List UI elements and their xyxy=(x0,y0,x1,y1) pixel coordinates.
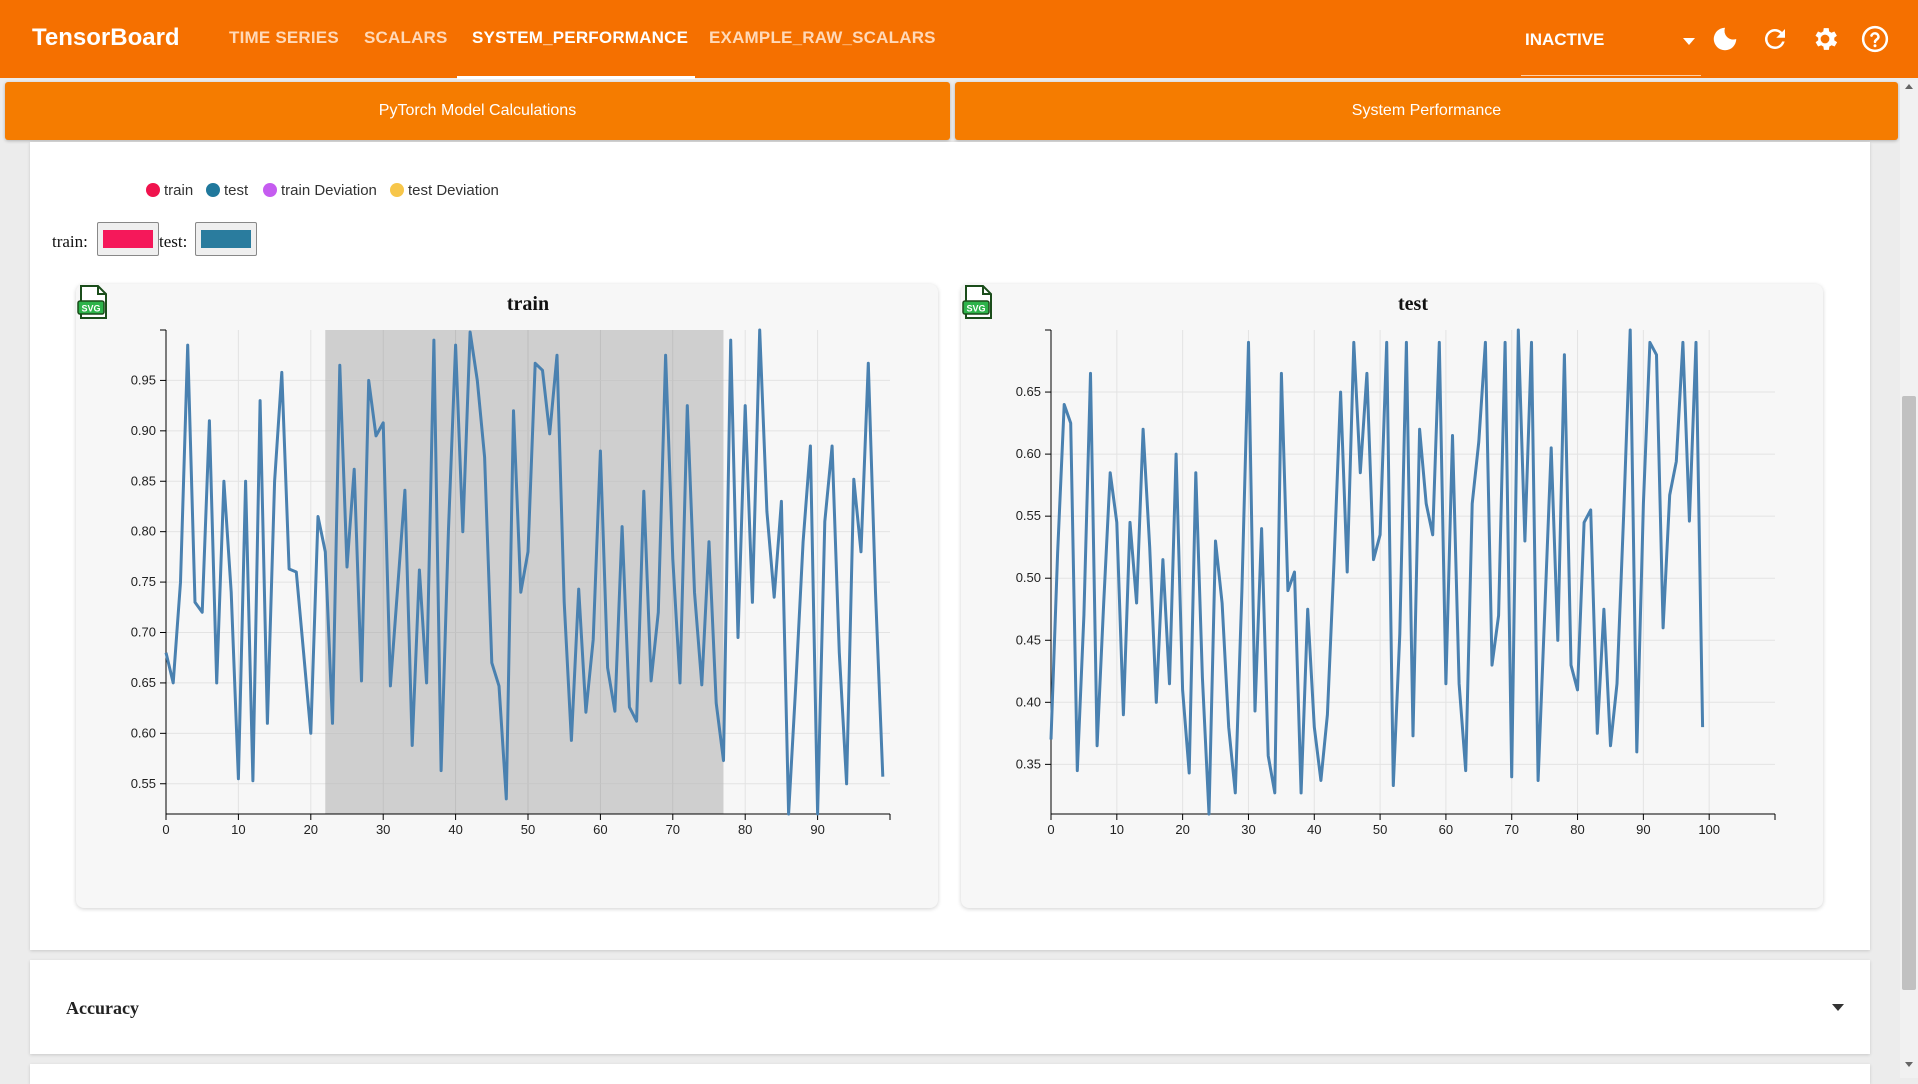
x-tick-label: 90 xyxy=(1636,822,1650,837)
x-tick-label: 80 xyxy=(738,822,752,837)
train-chart-card: train 0.55 0.60 0.65 0.70 0.75 0.80 0.85 0.90 0.9… xyxy=(76,284,938,908)
test-line-chart[interactable]: test 0.35 0.40 0.45 0.50 0.55 0.60 0.65 0 10 20 30 4… xyxy=(961,284,1823,864)
x-tick-label: 40 xyxy=(448,822,462,837)
caret-down-icon xyxy=(1683,38,1695,45)
top-app-bar: TensorBoard TIME SERIES SCALARS SYSTEM_P… xyxy=(0,0,1918,79)
tab-example-raw-scalars[interactable]: EXAMPLE_RAW_SCALARS xyxy=(709,28,936,47)
train-color-label: train: xyxy=(52,232,88,251)
y-tick-label: 0.65 xyxy=(1016,384,1041,399)
y-tick-label: 0.55 xyxy=(1016,508,1041,523)
chart-title: test xyxy=(1398,293,1428,315)
legend-item-train-deviation[interactable]: train Deviation xyxy=(263,182,377,199)
scroll-down-arrow-icon[interactable] xyxy=(1905,1062,1913,1067)
x-tick-label: 50 xyxy=(521,822,535,837)
y-tick-label: 0.40 xyxy=(1016,694,1041,709)
y-tick-label: 0.80 xyxy=(131,524,156,539)
x-tick-label: 60 xyxy=(593,822,607,837)
inactive-dashboards-dropdown[interactable]: INACTIVE xyxy=(1521,22,1701,76)
scrollbar-thumb[interactable] xyxy=(1902,396,1916,990)
legend-dot xyxy=(263,183,277,197)
dropdown-label: INACTIVE xyxy=(1525,30,1605,49)
legend-dot xyxy=(146,183,160,197)
train-color-picker[interactable] xyxy=(97,222,159,256)
y-tick-label: 0.45 xyxy=(1016,632,1041,647)
x-tick-label: 20 xyxy=(1175,822,1189,837)
train-color-swatch xyxy=(103,230,153,248)
settings-icon[interactable] xyxy=(1810,24,1840,54)
x-tick-label: 0 xyxy=(1047,822,1054,837)
x-tick-label: 50 xyxy=(1373,822,1387,837)
legend-dot xyxy=(206,183,220,197)
test-color-swatch xyxy=(201,230,251,248)
scroll-up-arrow-icon[interactable] xyxy=(1905,84,1913,89)
subtab-pytorch-model-calculations[interactable]: PyTorch Model Calculations xyxy=(5,82,950,140)
test-color-label: test: xyxy=(159,232,188,251)
legend-dot xyxy=(390,183,404,197)
x-tick-label: 70 xyxy=(666,822,680,837)
x-tick-label: 90 xyxy=(810,822,824,837)
legend-label: train Deviation xyxy=(281,182,377,199)
y-tick-label: 0.70 xyxy=(131,625,156,640)
svg-text:SVG: SVG xyxy=(966,304,985,314)
y-tick-label: 0.90 xyxy=(131,423,156,438)
tab-scalars[interactable]: SCALARS xyxy=(364,28,448,47)
legend-label: test Deviation xyxy=(408,182,499,199)
test-color-picker[interactable] xyxy=(195,222,257,256)
expand-caret-icon[interactable] xyxy=(1832,1004,1844,1011)
y-tick-label: 0.95 xyxy=(131,372,156,387)
legend-item-test-deviation[interactable]: test Deviation xyxy=(390,182,499,199)
x-tick-label: 100 xyxy=(1698,822,1720,837)
y-tick-label: 0.50 xyxy=(1016,570,1041,585)
series-line-train xyxy=(164,328,885,816)
subtab-system-performance[interactable]: System Performance xyxy=(955,82,1898,140)
legend-label: test xyxy=(224,182,249,199)
y-tick-label: 0.75 xyxy=(131,574,156,589)
download-svg-icon[interactable]: SVG xyxy=(76,284,110,320)
reload-icon[interactable] xyxy=(1760,24,1790,54)
x-tick-label: 70 xyxy=(1504,822,1518,837)
x-tick-label: 10 xyxy=(231,822,245,837)
y-tick-label: 0.85 xyxy=(131,473,156,488)
x-tick-label: 40 xyxy=(1307,822,1321,837)
tab-time-series[interactable]: TIME SERIES xyxy=(229,28,339,47)
page-scrollbar[interactable] xyxy=(1900,80,1918,1078)
download-svg-icon[interactable]: SVG xyxy=(961,284,995,320)
plugin-subtabs: PyTorch Model Calculations System Perfor… xyxy=(0,82,1898,142)
accordion-title: Accuracy xyxy=(66,998,139,1018)
x-tick-label: 20 xyxy=(304,822,318,837)
accuracy-accordion[interactable]: Accuracy xyxy=(30,960,1870,1054)
help-icon[interactable] xyxy=(1860,24,1890,54)
x-tick-label: 80 xyxy=(1570,822,1584,837)
chart-title: train xyxy=(507,293,549,315)
legend-item-test[interactable]: test xyxy=(206,182,248,199)
next-section-card xyxy=(30,1064,1870,1084)
app-brand[interactable]: TensorBoard xyxy=(32,24,180,51)
y-tick-label: 0.60 xyxy=(1016,446,1041,461)
y-tick-label: 0.65 xyxy=(131,675,156,690)
tab-system-performance[interactable]: SYSTEM_PERFORMANCE xyxy=(472,28,689,47)
x-tick-label: 10 xyxy=(1110,822,1124,837)
x-tick-label: 30 xyxy=(1241,822,1255,837)
x-tick-label: 30 xyxy=(376,822,390,837)
train-line-chart[interactable]: train 0.55 0.60 0.65 0.70 0.75 0.80 0.85 0.90 0.9… xyxy=(76,284,938,864)
active-tab-indicator xyxy=(457,76,695,79)
series-line-test xyxy=(1049,328,1705,816)
x-tick-label: 0 xyxy=(162,822,169,837)
svg-text:SVG: SVG xyxy=(81,304,100,314)
dark-mode-icon[interactable] xyxy=(1710,24,1740,54)
legend-item-train[interactable]: train xyxy=(146,182,193,199)
y-tick-label: 0.55 xyxy=(131,776,156,791)
legend-label: train xyxy=(164,182,194,199)
y-tick-label: 0.35 xyxy=(1016,756,1041,771)
test-chart-card: test 0.35 0.40 0.45 0.50 0.55 0.60 0.65 0 10 20 30 4… xyxy=(961,284,1823,908)
y-tick-label: 0.60 xyxy=(131,725,156,740)
x-tick-label: 60 xyxy=(1439,822,1453,837)
